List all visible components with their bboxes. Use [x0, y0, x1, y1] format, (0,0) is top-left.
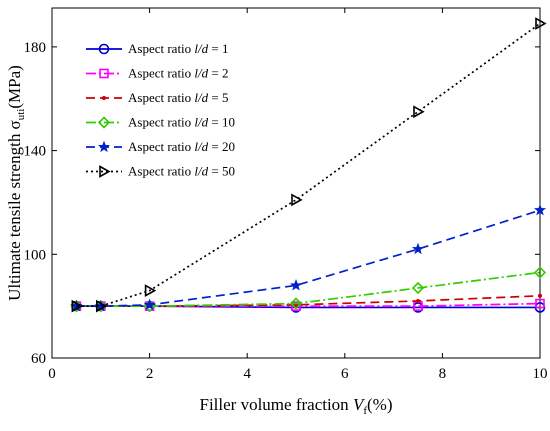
- data-point: [533, 203, 547, 216]
- y-tick-label: 100: [24, 247, 47, 263]
- data-point: [535, 298, 545, 309]
- legend-item: Aspect ratio l/d = 5: [86, 90, 229, 105]
- legend-item: Aspect ratio l/d = 2: [86, 66, 229, 81]
- legend-marker: [97, 116, 111, 129]
- data-point: [535, 17, 547, 30]
- data-point: [533, 266, 547, 279]
- legend: Aspect ratio l/d = 1 Aspect ratio l/d = 2…: [86, 41, 235, 179]
- legend-marker: [98, 43, 110, 55]
- legend-label: Aspect ratio l/d = 20: [128, 139, 235, 154]
- data-point: [416, 298, 420, 303]
- legend-label: Aspect ratio l/d = 10: [128, 115, 235, 130]
- data-point: [411, 242, 425, 255]
- y-tick-label: 60: [31, 351, 46, 367]
- axis-ticks: 0 2 4 6 8 10 60 100 140 180: [24, 8, 548, 382]
- x-tick-label: 8: [439, 366, 447, 382]
- legend-label: Aspect ratio l/d = 5: [128, 90, 229, 105]
- series-6: [71, 17, 547, 313]
- data-point: [289, 297, 303, 310]
- legend-item: Aspect ratio l/d = 10: [86, 115, 235, 130]
- data-point: [291, 301, 301, 311]
- data-point: [96, 299, 108, 313]
- data-point: [413, 105, 425, 119]
- data-point: [71, 299, 84, 313]
- x-tick-label: 6: [341, 366, 349, 382]
- legend-marker: [99, 165, 111, 178]
- data-point: [291, 193, 303, 207]
- legend-label: Aspect ratio l/d = 2: [128, 66, 229, 81]
- series-layer: [70, 17, 547, 313]
- y-axis-label: Ultimate tensile strength σuti(MPa): [5, 65, 27, 301]
- legend-item: Aspect ratio l/d = 20: [86, 139, 235, 154]
- legend-marker: [102, 96, 106, 100]
- data-point: [289, 279, 303, 291]
- data-point: [538, 293, 542, 298]
- x-tick-label: 0: [48, 366, 56, 382]
- x-axis-label: Filler volume fraction Vf(%): [200, 395, 393, 417]
- data-point: [411, 281, 425, 295]
- legend-item: Aspect ratio l/d = 50: [86, 164, 235, 179]
- data-point: [143, 298, 156, 310]
- data-point: [144, 284, 157, 297]
- x-tick-label: 4: [243, 366, 251, 382]
- legend-marker: [99, 68, 109, 79]
- legend-label: Aspect ratio l/d = 50: [128, 164, 235, 179]
- legend-item: Aspect ratio l/d = 1: [86, 41, 229, 56]
- y-tick-label: 140: [24, 144, 47, 160]
- legend-label: Aspect ratio l/d = 1: [128, 41, 229, 56]
- y-tick-label: 180: [24, 40, 47, 56]
- x-tick-label: 2: [146, 366, 154, 382]
- legend-marker: [97, 140, 111, 153]
- x-tick-label: 10: [533, 366, 548, 382]
